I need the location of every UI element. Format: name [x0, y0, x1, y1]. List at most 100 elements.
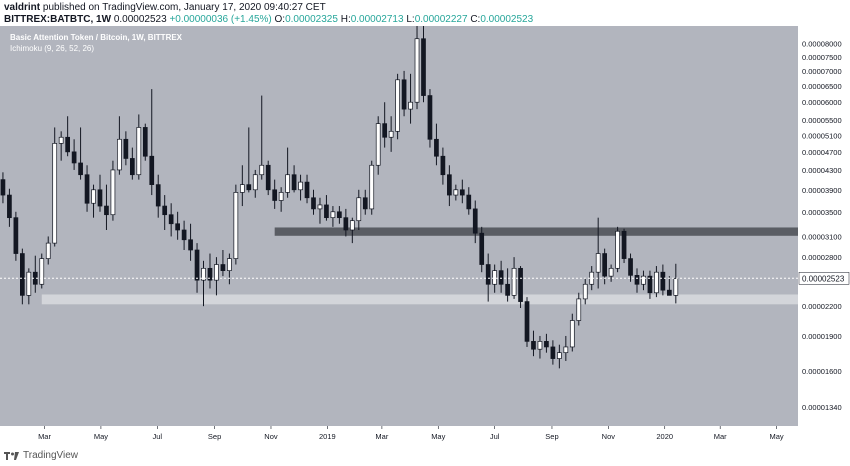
candle: [91, 184, 96, 218]
ohlc-low: 0.00002227: [414, 14, 468, 25]
candle: [382, 102, 388, 148]
candle: [239, 165, 245, 207]
candle: [97, 174, 103, 212]
candle: [608, 264, 614, 282]
candle: [252, 169, 258, 198]
ohlc-open: 0.00002325: [285, 14, 338, 25]
candle: [447, 165, 452, 207]
last-price: 0.00002523: [113, 14, 167, 25]
candle: [214, 257, 219, 296]
candle: [207, 253, 213, 289]
price-tick-label: 0.00002200: [802, 302, 842, 311]
candle: [356, 189, 362, 230]
candle: [117, 116, 122, 175]
candle: [472, 200, 478, 244]
ohlc-high: 0.00002713: [350, 14, 404, 25]
candle: [136, 114, 142, 180]
candle: [582, 278, 588, 305]
time-axis: Mar May Jul Sep Nov 2019 Mar May Jul Sep Nov 2020 Ma…: [38, 426, 784, 441]
candle: [550, 340, 556, 365]
candle: [466, 187, 472, 215]
candle: [13, 211, 19, 261]
symbol-info: BITTREX:BATBTC, 1W 0.00002523 +0.0000003…: [4, 14, 533, 25]
indicator-label: Ichimoku (9, 26, 52, 26): [10, 44, 94, 53]
candle: [104, 184, 109, 230]
ohlc-l-label: L:: [406, 14, 415, 25]
price-tick-label: 0.00003500: [802, 208, 842, 217]
candle: [401, 70, 407, 117]
candle: [259, 95, 265, 180]
price-axis-bg[interactable]: [798, 26, 850, 447]
candle: [414, 26, 420, 110]
candle: [220, 250, 226, 277]
candle: [155, 174, 161, 218]
candle: [369, 160, 375, 215]
candle: [537, 335, 543, 359]
tradingview-logo-icon: [4, 451, 19, 460]
candle: [518, 266, 523, 309]
candle: [7, 188, 12, 227]
time-axis-bg[interactable]: [0, 426, 798, 447]
current-price-label: 0.00002523: [802, 274, 845, 283]
candle: [634, 268, 640, 293]
candle: [246, 127, 252, 193]
candle: [621, 228, 627, 264]
candle: [45, 236, 51, 265]
candle: [0, 172, 6, 204]
candle: [142, 123, 148, 161]
candle: [569, 313, 575, 352]
time-tick-label: Mar: [714, 432, 727, 441]
candle: [39, 253, 45, 289]
candle: [227, 253, 232, 285]
candle: [654, 266, 659, 298]
current-price-tag: [798, 272, 850, 285]
candle: [427, 89, 433, 148]
candle: [278, 187, 284, 212]
time-tick-label: Sep: [208, 432, 221, 441]
ohlc-h-label: H:: [340, 14, 351, 25]
publisher-name[interactable]: valdrint: [4, 2, 41, 13]
price-zones: [41, 227, 798, 305]
price-chart[interactable]: 0.00008000 0.00007500 0.00007000 0.00006500…: [0, 26, 850, 447]
candle: [485, 253, 491, 302]
time-tick-label: Jul: [152, 432, 162, 441]
candle: [492, 264, 498, 293]
time-tick-label: May: [431, 432, 445, 441]
candle: [408, 73, 413, 124]
time-tick-label: Mar: [38, 432, 51, 441]
time-tick-label: Sep: [545, 432, 558, 441]
candle: [110, 160, 116, 221]
candle: [479, 226, 485, 273]
candle: [388, 116, 394, 152]
candle: [563, 335, 569, 361]
price-tick-label: 0.00001340: [802, 403, 842, 412]
candle: [666, 276, 672, 296]
publish-info: valdrint published on TradingView.com, J…: [4, 2, 326, 13]
support-zone: [41, 294, 798, 305]
time-tick-label: Nov: [264, 432, 278, 441]
candle: [453, 184, 459, 201]
candle: [362, 189, 368, 215]
candle: [660, 264, 666, 296]
price-tick-label: 0.00004300: [802, 166, 842, 175]
tradingview-logo[interactable]: TradingView: [4, 450, 78, 461]
candle: [298, 174, 303, 201]
resistance-zone: [274, 227, 798, 236]
candle: [395, 73, 400, 140]
time-tick-label: Nov: [602, 432, 616, 441]
candle: [330, 206, 336, 227]
price-tick-label: 0.00005500: [802, 116, 842, 125]
candle: [26, 268, 32, 305]
price-change: +0.00000036 (+1.45%): [169, 14, 272, 25]
candle: [291, 165, 297, 193]
candle: [149, 89, 155, 196]
candle: [175, 211, 180, 240]
price-tick-label: 0.00007000: [802, 67, 842, 76]
time-tick-label: May: [769, 432, 783, 441]
price-tick-label: 0.00008000: [802, 40, 842, 49]
candle: [595, 217, 601, 289]
time-tick-label: 2019: [319, 432, 336, 441]
candle: [123, 131, 129, 166]
price-tick-label: 0.00006500: [802, 82, 842, 91]
candle: [304, 174, 310, 204]
